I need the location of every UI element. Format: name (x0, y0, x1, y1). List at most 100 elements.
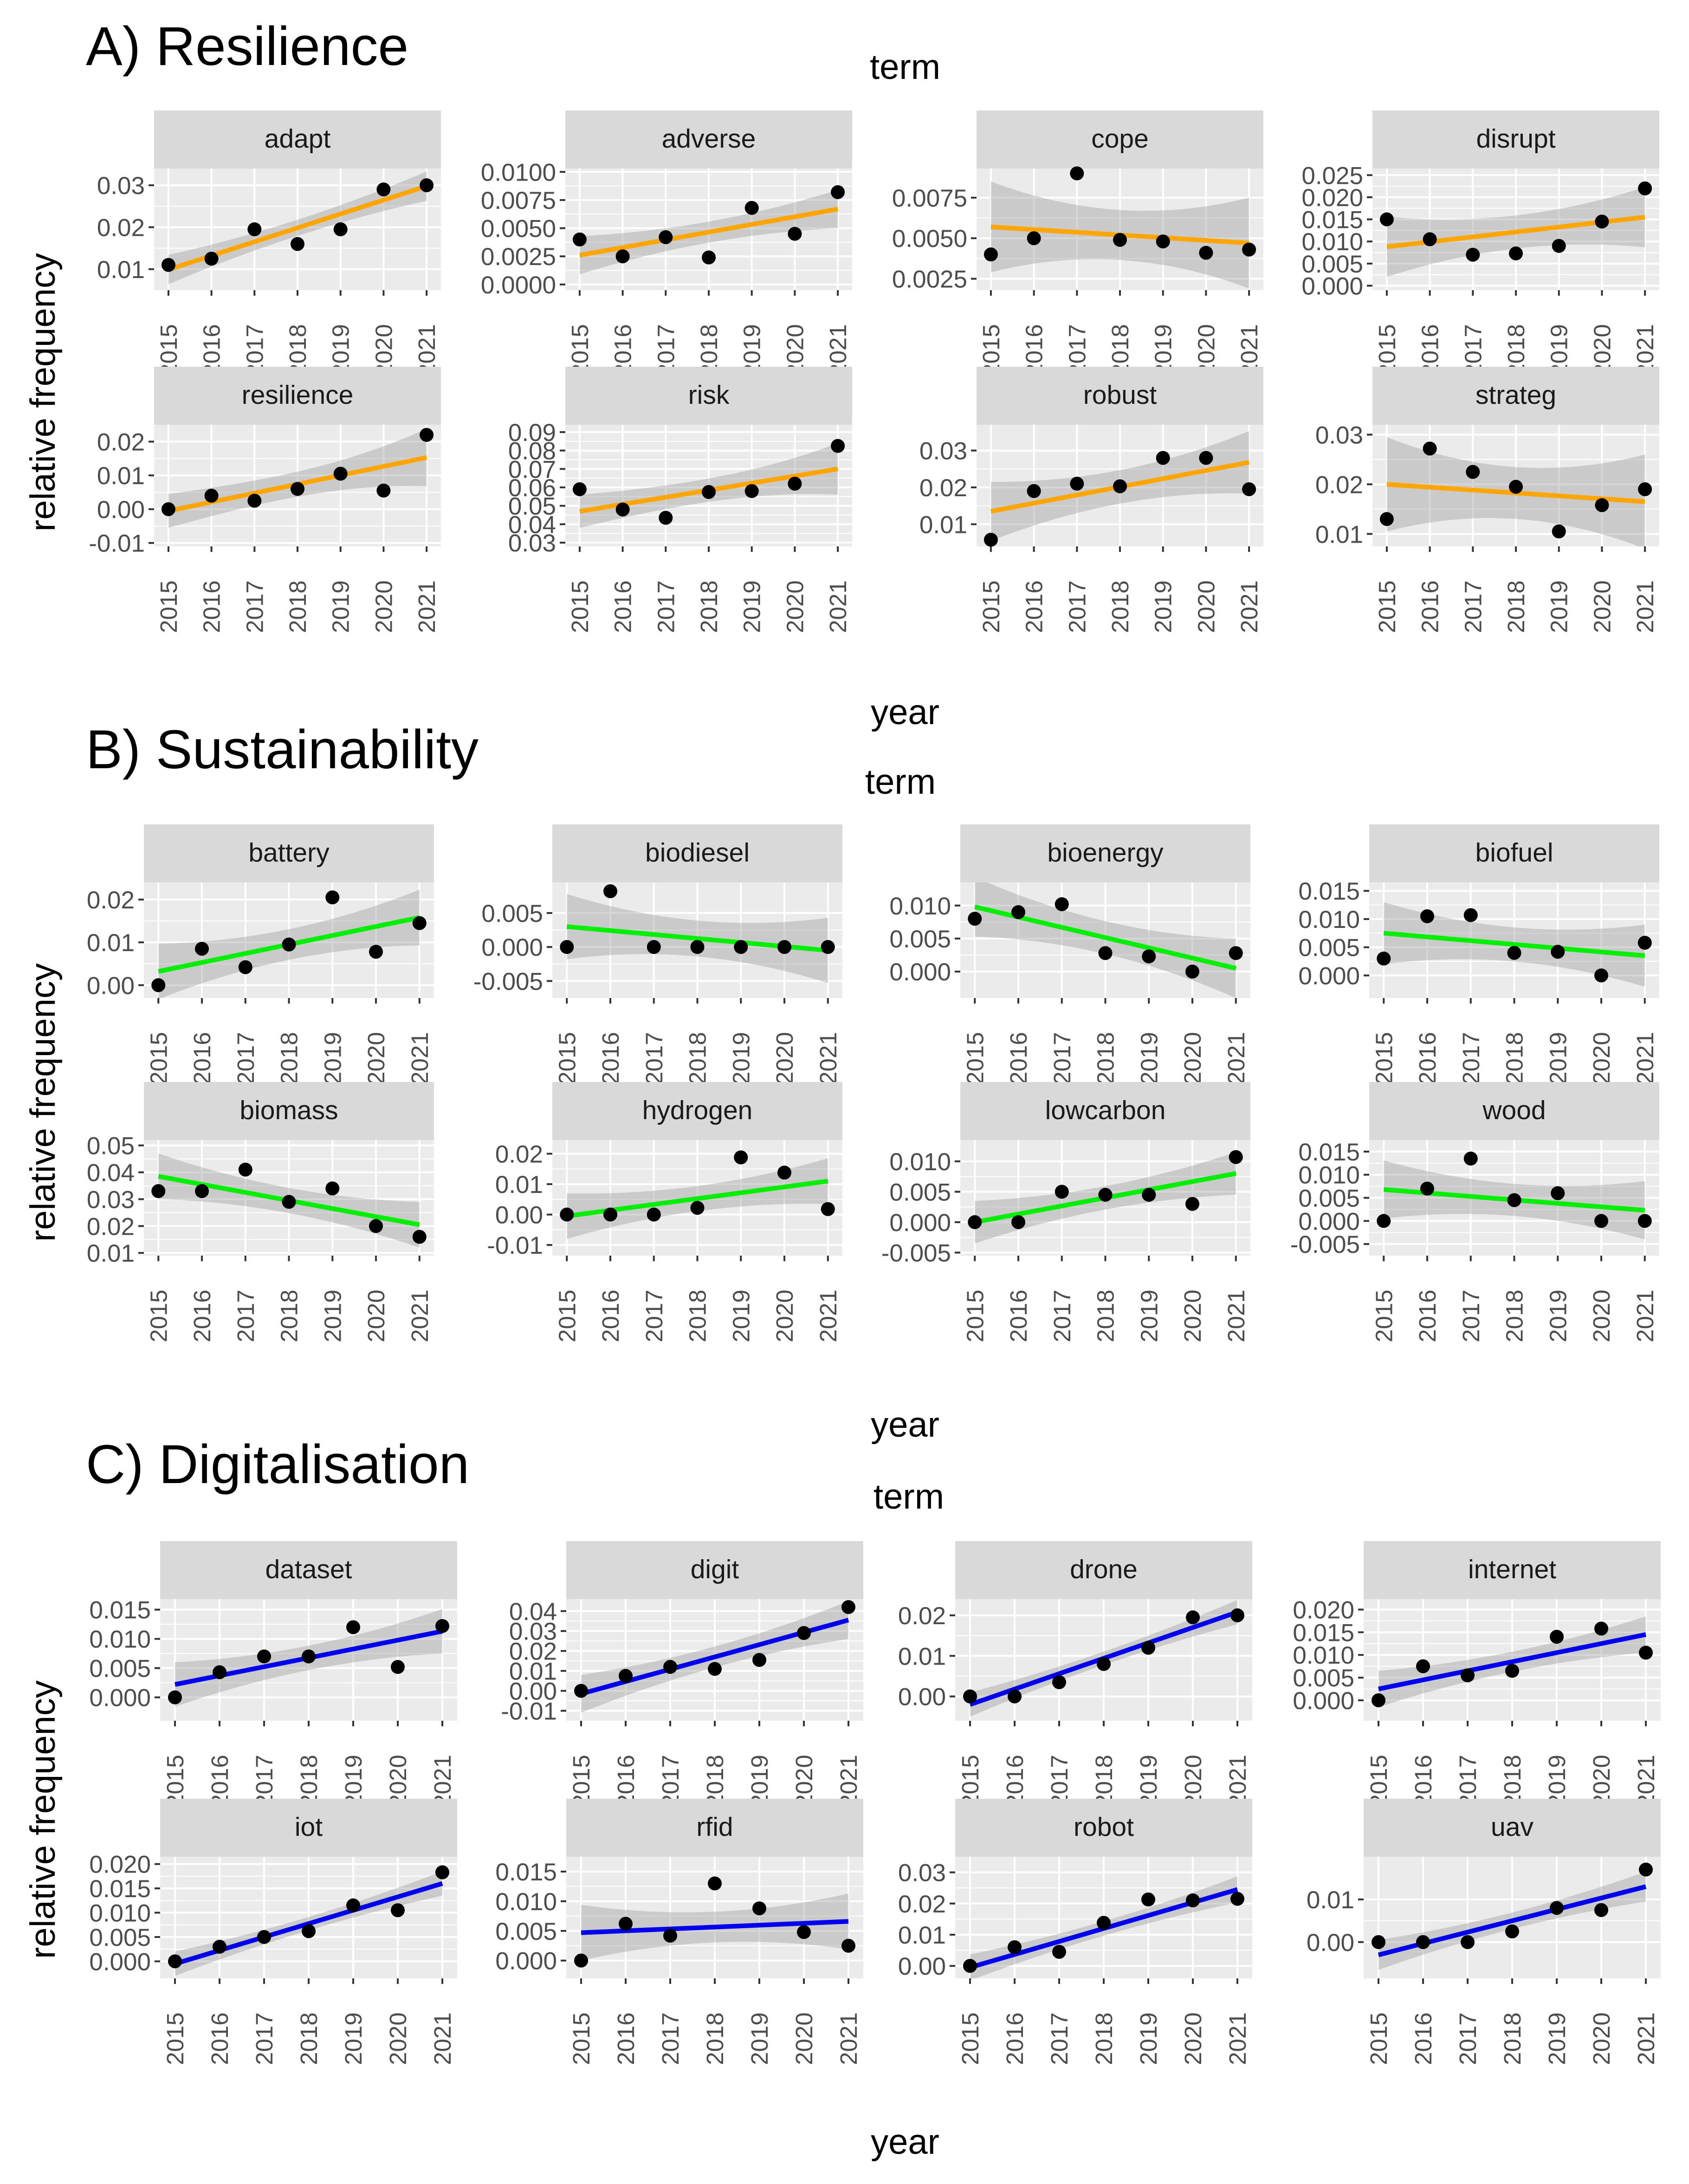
data-point (1372, 1935, 1385, 1949)
y-tick-label: 0.03 (919, 438, 967, 465)
data-point (1637, 935, 1652, 950)
y-tick-label: 0.09 (508, 419, 556, 447)
x-tick-label: 2016 (1417, 580, 1443, 633)
facet-strip-label: lowcarbon (1045, 1095, 1166, 1125)
data-point (369, 945, 383, 959)
facet-strip (977, 110, 1263, 168)
y-tick-label: -0.01 (487, 1232, 543, 1259)
x-tick-label: 2018 (685, 1032, 711, 1084)
x-tick-label: 2017 (1458, 1290, 1484, 1342)
x-tick-label: 2018 (702, 2012, 728, 2065)
x-tick-label: 2017 (1455, 1755, 1481, 1807)
y-tick-label: 0.020 (1301, 184, 1363, 212)
data-point (1027, 231, 1041, 246)
y-tick-label: 0.005 (1293, 1665, 1354, 1692)
data-point (412, 1230, 427, 1244)
data-point (1463, 908, 1478, 922)
facet-strip-label: robust (1083, 380, 1157, 410)
y-tick-label: 0.0050 (892, 225, 967, 253)
x-tick-label: 2020 (363, 1290, 389, 1342)
facet-panel: rfid 0.000 0.0050.0100.015 2015 2016 2017 2018… (495, 1799, 863, 2065)
y-tick-label: 0.025 (1301, 162, 1363, 189)
x-tick-label: 2021 (1632, 1290, 1658, 1342)
x-tick-label: 2017 (233, 1290, 259, 1342)
y-tick-label: 0.000 (89, 1685, 151, 1712)
facet-panel: bioenergy 0.000 0.005 0.010 2015 2016 2017 2018… (889, 824, 1250, 1085)
facet-panel: uav 0.00 0.01 2015 2016 2017 2018 2019 2020 2021 (1307, 1799, 1661, 2065)
y-tick-label: 0.000 (1293, 1687, 1354, 1715)
data-point (1011, 905, 1025, 920)
y-tick-label: 0.000 (1298, 962, 1360, 990)
facet-panel: hydrogen -0.01 0.00 0.01 0.02 2015 2016 2017 201… (487, 1082, 842, 1342)
x-tick-label: 2020 (1193, 580, 1219, 633)
x-tick-label: 2015 (567, 580, 593, 633)
trend-line (1378, 1632, 1646, 1691)
data-point (1420, 1181, 1434, 1196)
y-tick-label: 0.01 (495, 1171, 543, 1199)
y-tick-label: 0.005 (889, 1179, 951, 1206)
data-point (615, 249, 630, 264)
data-point (647, 940, 661, 954)
x-tick-label: 2019 (1545, 1290, 1571, 1342)
x-tick-label: 2015 (145, 1290, 172, 1342)
data-point (1594, 1903, 1608, 1917)
x-axis-label: year (871, 693, 939, 732)
facet-strip (552, 1082, 842, 1140)
data-point (1230, 1608, 1244, 1622)
chart-section: A) Resilience term relative frequency year a… (23, 16, 1659, 732)
data-point (1509, 246, 1523, 260)
x-tick-label: 2015 (145, 1032, 172, 1084)
data-point (1372, 1693, 1385, 1708)
y-tick-label: 0.005 (495, 1918, 557, 1945)
x-tick-label: 2015 (162, 1755, 188, 1807)
chart-section: C) Digitalisation term relative frequency y… (23, 1434, 1661, 2162)
data-point (1637, 1214, 1652, 1228)
x-tick-label: 2020 (1589, 580, 1615, 633)
y-tick-label: 0.010 (495, 1888, 557, 1916)
facet-strip-label: adapt (265, 124, 331, 154)
x-tick-label: 2017 (251, 2012, 278, 2065)
facet-strip-label: iot (295, 1812, 323, 1842)
data-point (1379, 212, 1394, 227)
x-tick-label: 2019 (739, 580, 765, 633)
y-tick-label: 0.0025 (892, 266, 967, 293)
data-point (1156, 451, 1170, 465)
x-tick-label: 2020 (782, 580, 808, 633)
x-axis-label: year (871, 2122, 939, 2162)
y-tick-label: 0.0000 (481, 272, 556, 299)
facet-strip (144, 824, 434, 882)
data-point (659, 511, 673, 525)
y-tick-label: 0.015 (89, 1597, 151, 1624)
data-point (161, 502, 175, 516)
y-tick-label: 0.01 (898, 1643, 946, 1670)
data-point (984, 532, 998, 547)
y-tick-label: 0.00 (1307, 1929, 1354, 1957)
x-tick-label: 2020 (791, 2012, 817, 2065)
facet-strip (566, 1541, 863, 1599)
y-tick-label: -0.01 (89, 530, 145, 557)
x-axis-label: year (871, 1405, 939, 1445)
data-point (574, 1953, 588, 1968)
data-point (619, 1669, 633, 1683)
y-tick-label: 0.02 (1315, 471, 1363, 499)
x-tick-label: 2021 (815, 1032, 841, 1084)
facet-panel: drone 0.00 0.01 0.02 2015 2016 2017 2018 2019 202… (898, 1541, 1252, 1808)
data-point (1423, 232, 1437, 246)
x-tick-label: 2015 (957, 2012, 984, 2065)
facet-strip-label: bioenergy (1047, 838, 1164, 868)
x-tick-label: 2017 (1458, 1032, 1484, 1084)
x-tick-label: 2020 (1588, 1755, 1615, 1807)
data-point (1639, 1646, 1653, 1660)
data-point (238, 960, 252, 974)
data-point (1416, 1659, 1430, 1673)
y-tick-label: 0.000 (889, 1209, 951, 1237)
data-point (690, 1201, 705, 1215)
y-tick-label: 0.06 (508, 474, 556, 502)
data-point (752, 1901, 766, 1916)
x-tick-label: 2017 (1455, 2012, 1481, 2065)
x-tick-label: 2021 (1224, 2012, 1251, 2065)
facet-panel: disrupt0.0000.0050.0100.0150.0200.025201… (1301, 110, 1659, 377)
